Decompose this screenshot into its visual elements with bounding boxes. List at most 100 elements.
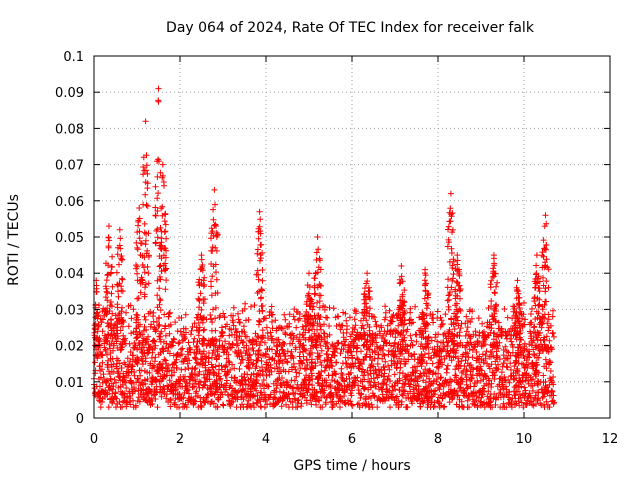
data-point <box>91 322 98 329</box>
data-point <box>259 327 266 334</box>
data-point <box>361 300 368 307</box>
data-point <box>323 379 330 386</box>
data-point <box>367 341 374 348</box>
data-point <box>114 335 121 342</box>
data-point <box>104 351 110 358</box>
data-point <box>107 375 114 382</box>
data-point <box>99 399 105 405</box>
data-point <box>364 337 371 343</box>
data-point <box>177 376 184 383</box>
data-point <box>165 310 172 317</box>
data-point <box>186 390 192 397</box>
data-point <box>510 303 517 310</box>
data-point <box>142 316 149 323</box>
data-point <box>322 304 328 310</box>
data-point <box>511 363 518 370</box>
data-point <box>259 335 266 342</box>
data-point <box>152 239 159 246</box>
data-point <box>529 305 535 312</box>
data-point <box>400 327 407 334</box>
data-point <box>250 360 257 367</box>
data-point <box>193 344 200 351</box>
data-point <box>141 167 148 174</box>
data-point <box>246 352 253 359</box>
data-point <box>250 377 257 384</box>
data-point <box>540 282 547 289</box>
data-point <box>163 277 170 284</box>
data-point <box>245 397 252 404</box>
data-point <box>409 369 416 376</box>
data-point <box>100 371 107 378</box>
data-point <box>316 332 322 339</box>
data-point <box>258 389 265 396</box>
data-point <box>334 386 341 393</box>
data-point <box>150 392 157 399</box>
data-point <box>446 258 453 265</box>
data-point <box>256 347 263 354</box>
data-point <box>478 394 485 401</box>
data-point <box>543 242 550 248</box>
data-point <box>138 367 145 374</box>
data-point <box>415 383 422 390</box>
data-point <box>162 210 169 217</box>
data-point <box>301 392 308 399</box>
data-point <box>309 372 315 379</box>
data-point <box>456 287 463 294</box>
data-point <box>253 271 260 278</box>
data-point <box>140 154 147 161</box>
data-point <box>393 365 400 372</box>
data-point <box>370 375 377 382</box>
data-point <box>144 247 151 254</box>
data-point <box>489 404 496 411</box>
data-point <box>418 363 425 370</box>
y-tick-label: 0 <box>76 412 84 427</box>
data-point <box>182 335 189 342</box>
data-point <box>444 339 450 346</box>
data-point <box>347 369 354 376</box>
data-point <box>512 383 519 389</box>
data-point <box>529 363 536 370</box>
data-point <box>257 242 264 248</box>
data-point <box>205 366 212 373</box>
data-point <box>96 363 103 370</box>
data-point <box>206 376 213 383</box>
data-point <box>258 287 265 294</box>
data-point <box>196 281 203 288</box>
data-point <box>489 342 496 349</box>
data-point <box>133 359 140 366</box>
data-point <box>292 390 299 397</box>
data-point <box>237 319 243 326</box>
data-point <box>115 368 122 375</box>
data-point <box>423 335 430 342</box>
data-point <box>269 318 275 325</box>
data-point <box>131 384 137 391</box>
data-point <box>304 282 311 289</box>
data-point <box>359 361 365 367</box>
data-point <box>521 299 527 306</box>
data-point <box>468 364 475 371</box>
data-point <box>279 360 286 367</box>
data-point <box>442 311 449 318</box>
data-point <box>195 279 202 286</box>
data-point <box>155 98 162 105</box>
data-point <box>104 297 111 304</box>
data-point <box>417 370 424 377</box>
data-point <box>434 308 441 315</box>
data-point <box>511 305 518 312</box>
data-point <box>361 357 367 364</box>
data-point <box>147 388 154 395</box>
data-point <box>209 350 216 357</box>
data-point <box>312 339 319 346</box>
data-point <box>134 295 141 302</box>
data-point <box>140 344 147 351</box>
data-point <box>107 324 114 331</box>
data-point <box>201 381 208 388</box>
data-point <box>165 362 172 369</box>
data-point <box>154 404 161 411</box>
data-point <box>423 280 429 287</box>
data-point <box>105 271 111 278</box>
data-point <box>371 379 378 386</box>
data-point <box>394 344 401 351</box>
data-point <box>189 383 196 390</box>
data-point <box>521 384 528 391</box>
